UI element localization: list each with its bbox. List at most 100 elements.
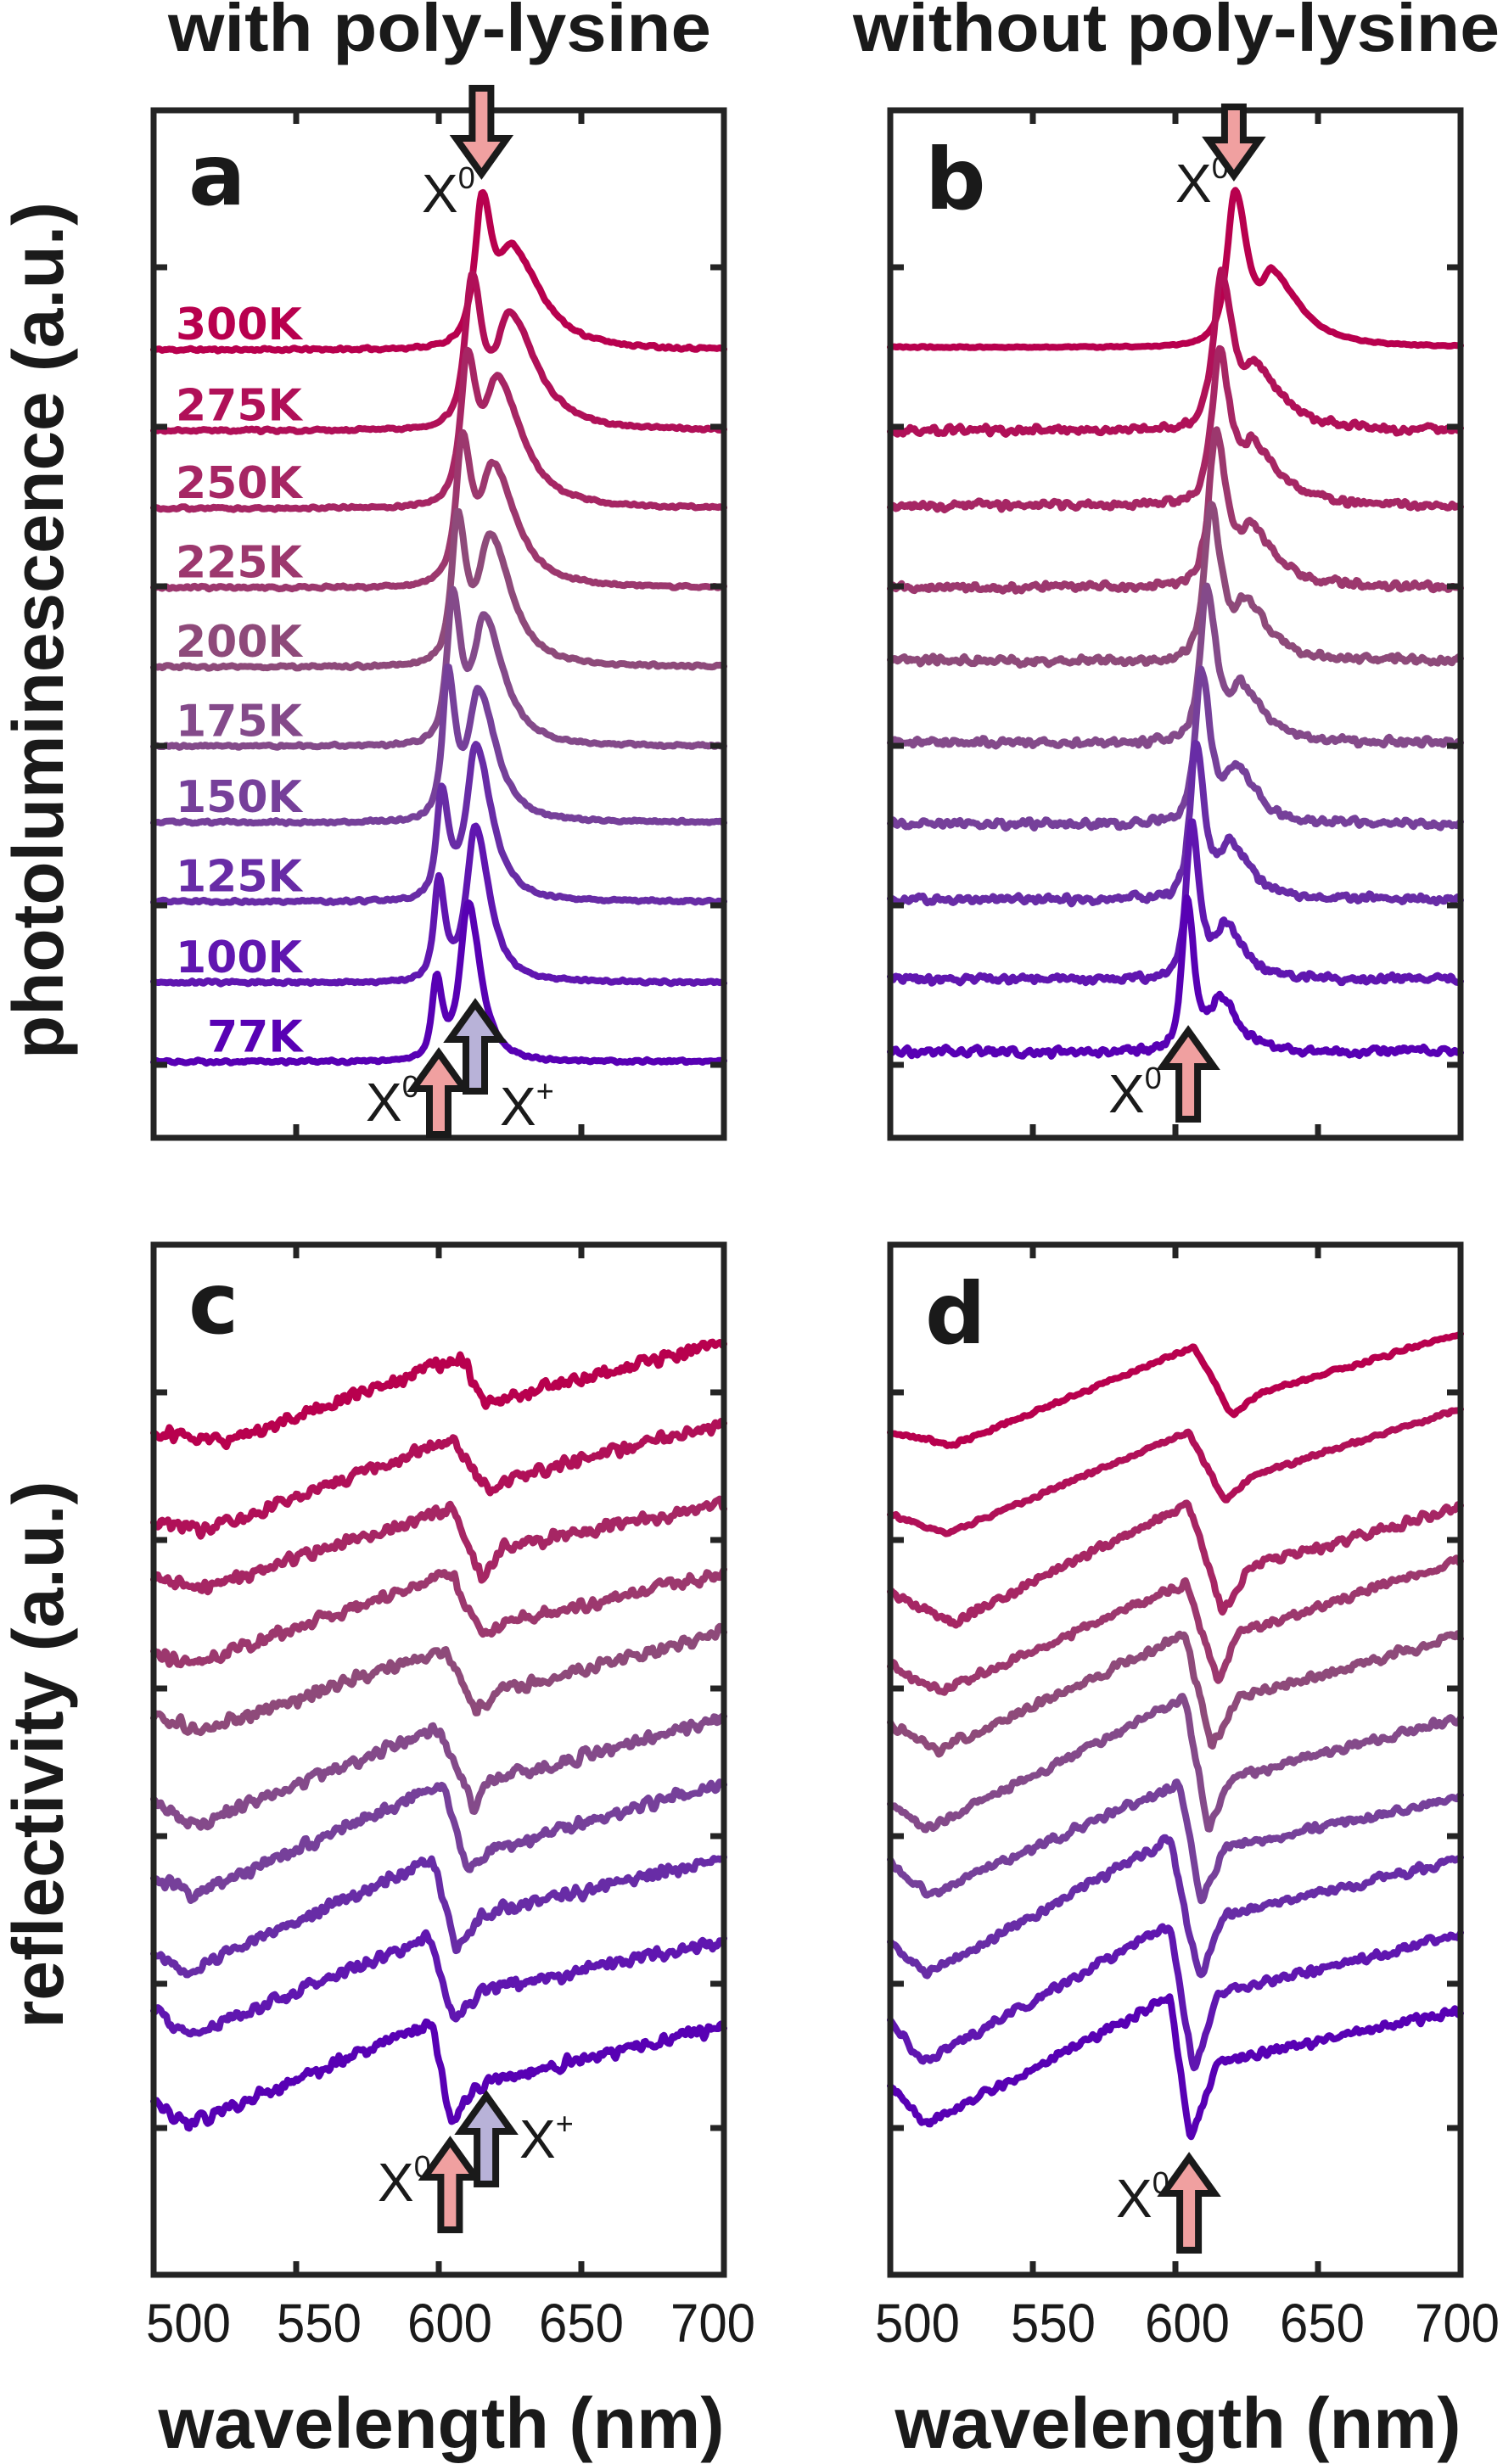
series-line-c-0 bbox=[150, 1338, 727, 1451]
peak-label: X0 bbox=[422, 160, 475, 224]
peak-label: X+ bbox=[500, 1073, 554, 1137]
arrow-up-icon bbox=[454, 2090, 519, 2187]
series-line-c-1 bbox=[150, 1418, 727, 1540]
series-line-a-6 bbox=[150, 664, 727, 827]
panel-letter-d: d bbox=[925, 1264, 986, 1364]
temperature-label: 300K bbox=[176, 300, 304, 350]
series-line-c-3 bbox=[150, 1565, 727, 1669]
peak-label: X0 bbox=[1116, 2165, 1169, 2229]
temperature-label: 175K bbox=[176, 696, 304, 747]
series-line-d-1 bbox=[887, 1405, 1464, 1537]
series-line-a-7 bbox=[150, 741, 727, 906]
arrow-down-icon bbox=[1202, 104, 1266, 182]
series-line-d-6 bbox=[887, 1778, 1464, 1905]
series-line-a-8 bbox=[150, 822, 727, 988]
axes-frame bbox=[887, 1241, 1464, 2278]
peak-label: X0 bbox=[366, 1069, 419, 1133]
series-line-d-7 bbox=[887, 1834, 1464, 1980]
peak-label-sup: 0 bbox=[414, 2149, 431, 2184]
y-axis-label-photoluminescence: photoluminescence (a.u.) bbox=[0, 202, 78, 1059]
peak-label-main: X bbox=[1108, 1063, 1145, 1124]
series-line-b-3 bbox=[887, 426, 1464, 595]
series-line-d-0 bbox=[887, 1330, 1464, 1449]
arrow-up-icon bbox=[1156, 1025, 1220, 1123]
peak-label: X0 bbox=[378, 2149, 431, 2213]
series-line-b-8 bbox=[887, 818, 1464, 987]
temperature-label: 100K bbox=[176, 932, 304, 983]
temperature-label: 275K bbox=[176, 381, 304, 432]
temperature-label: 77K bbox=[207, 1011, 304, 1062]
peak-label-sup: 0 bbox=[458, 160, 475, 195]
temperature-label: 150K bbox=[176, 772, 304, 823]
series-line-c-7 bbox=[150, 1853, 727, 1979]
temperature-label: 225K bbox=[176, 538, 304, 589]
series-line-a-1 bbox=[150, 270, 727, 435]
x-tick-label: 600 bbox=[407, 2293, 492, 2354]
arrow-down-icon bbox=[449, 85, 514, 180]
peak-label: X0 bbox=[1175, 150, 1229, 214]
x-tick-label: 500 bbox=[875, 2293, 960, 2354]
arrow-up-icon bbox=[1157, 2152, 1221, 2254]
peak-label-sup: 0 bbox=[402, 1069, 419, 1104]
panel-letter-a: a bbox=[188, 126, 245, 225]
column-title-left: with poly-lysine bbox=[167, 0, 711, 65]
peak-label-main: X bbox=[1175, 153, 1212, 214]
series-line-c-4 bbox=[150, 1622, 727, 1737]
arrow-up-icon bbox=[443, 998, 508, 1095]
series-line-b-5 bbox=[887, 582, 1464, 750]
y-axis-label-reflectivity: reflectivity (a.u.) bbox=[0, 1481, 78, 2029]
x-tick-label: 700 bbox=[670, 2293, 755, 2354]
series-line-b-7 bbox=[887, 739, 1464, 908]
series-line-c-5 bbox=[150, 1712, 727, 1831]
series-line-a-5 bbox=[150, 585, 727, 751]
series-line-a-3 bbox=[150, 428, 727, 593]
series-line-c-6 bbox=[150, 1778, 727, 1904]
series-line-a-9 bbox=[150, 899, 727, 1067]
x-tick-label: 650 bbox=[539, 2293, 624, 2354]
series-line-d-3 bbox=[887, 1554, 1464, 1696]
x-tick-label: 500 bbox=[146, 2293, 231, 2354]
series-line-b-2 bbox=[887, 344, 1464, 513]
peak-label-main: X bbox=[366, 1072, 402, 1133]
peak-label-sup: 0 bbox=[1152, 2165, 1169, 2200]
series-line-d-2 bbox=[887, 1499, 1464, 1629]
plot-layer: 300K 275K 250K 225K 200K 175K 150K 125K 100K 77K X… bbox=[146, 85, 1500, 2354]
panel-d: 500 550 600 650 700 X0 bbox=[875, 1241, 1500, 2354]
peak-label-main: X bbox=[1116, 2168, 1152, 2229]
peak-label-sup: 0 bbox=[1212, 150, 1229, 185]
peak-label-main: X bbox=[500, 1076, 536, 1137]
series-line-d-9 bbox=[887, 1993, 1464, 2141]
temperature-label: 200K bbox=[176, 617, 304, 668]
peak-label: X+ bbox=[519, 2106, 574, 2170]
series-line-d-4 bbox=[887, 1630, 1464, 1758]
series-line-c-2 bbox=[150, 1495, 727, 1596]
temperature-label: 125K bbox=[176, 852, 304, 903]
peak-label-sup: + bbox=[536, 1073, 554, 1108]
series-line-b-4 bbox=[887, 501, 1464, 669]
series-line-a-4 bbox=[150, 507, 727, 672]
axes-frame bbox=[150, 1241, 727, 2278]
peak-label-sup: + bbox=[556, 2106, 574, 2141]
column-title-right: without poly-lysine bbox=[852, 0, 1500, 65]
peak-label: X0 bbox=[1108, 1061, 1162, 1124]
x-tick-label: 700 bbox=[1415, 2293, 1500, 2354]
arrow-up-icon bbox=[407, 1047, 471, 1138]
x-tick-label: 650 bbox=[1280, 2293, 1365, 2354]
series-line-c-9 bbox=[150, 2018, 727, 2132]
arrow-up-icon bbox=[418, 2136, 483, 2233]
panel-letter-b: b bbox=[925, 130, 986, 229]
series-line-a-2 bbox=[150, 346, 727, 513]
series-line-a-0 bbox=[150, 188, 727, 355]
x-axis-label-c: wavelength (nm) bbox=[157, 2383, 724, 2463]
panel-a: 300K 275K 250K 225K 200K 175K 150K 125K 100K 77K X… bbox=[150, 85, 727, 1141]
peak-label-main: X bbox=[378, 2152, 414, 2213]
peak-label-sup: 0 bbox=[1145, 1061, 1162, 1095]
series-line-b-6 bbox=[887, 665, 1464, 832]
series-line-b-1 bbox=[887, 266, 1464, 438]
x-tick-label: 550 bbox=[1011, 2293, 1096, 2354]
panel-letter-c: c bbox=[188, 1254, 238, 1353]
peak-label-main: X bbox=[422, 163, 458, 224]
